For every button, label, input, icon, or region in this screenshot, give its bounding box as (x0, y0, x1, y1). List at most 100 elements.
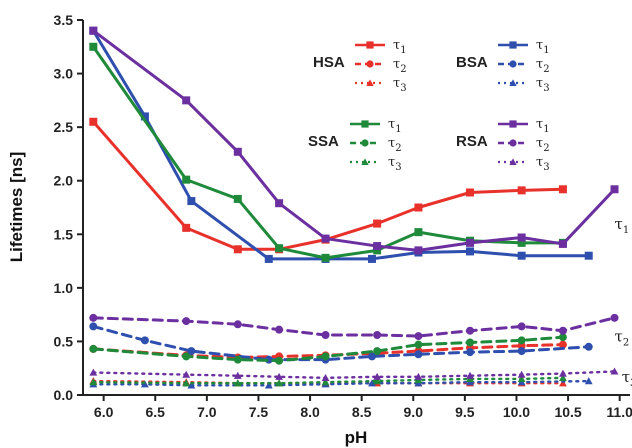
series-line (91, 120, 565, 251)
data-point (414, 246, 423, 255)
data-point (182, 379, 191, 387)
legend-entry-label: τ3 (393, 76, 407, 94)
data-point (414, 332, 423, 341)
series-line (91, 316, 617, 338)
data-point (321, 331, 330, 339)
data-point (89, 313, 98, 322)
data-point (275, 199, 284, 208)
tau3-annotation: τ3 (622, 368, 632, 389)
series-line (91, 335, 565, 363)
data-point (559, 379, 567, 387)
data-point (517, 186, 526, 195)
data-point (414, 340, 423, 349)
x-tick-label: 10.0 (503, 404, 530, 420)
x-tick-label: 11.0 (606, 404, 632, 420)
y-tick-label: 1.0 (54, 280, 74, 296)
tau1-annotation: τ1 (615, 215, 630, 236)
data-point (275, 372, 284, 380)
series-line (91, 324, 591, 362)
data-point (182, 370, 191, 378)
series-rsa-tau1 (89, 26, 619, 255)
legend-entry-label: τ2 (388, 136, 402, 154)
series-bsa-tau3 (89, 377, 593, 389)
data-point (233, 371, 242, 379)
data-point (610, 367, 619, 375)
legend-swatch-marker (509, 41, 517, 49)
data-point (466, 247, 475, 256)
data-point (558, 340, 567, 349)
data-point (264, 254, 273, 263)
tau2-annotation: τ2 (615, 327, 630, 348)
series-ssa-tau3 (89, 373, 567, 387)
legend-swatch-marker (366, 79, 374, 86)
data-point (89, 42, 98, 51)
series-line (92, 370, 616, 380)
legend-entry-label: τ3 (388, 155, 402, 173)
ticks: 6.0 6.5 7.0 7.5 8.0 8.5 9.0 9.5 10.0 10.5 11.0 0.0 0… (54, 12, 632, 420)
series-line (92, 376, 565, 385)
data-point (182, 317, 191, 326)
data-point (466, 326, 475, 335)
data-point (558, 333, 567, 342)
legend-swatch-marker (361, 158, 369, 165)
legend-swatch-marker (509, 79, 517, 86)
data-point (517, 347, 526, 356)
x-tick-label: 7.5 (249, 404, 269, 420)
data-point (414, 228, 423, 237)
data-point (466, 338, 475, 347)
data-point (517, 322, 526, 331)
data-point (373, 246, 382, 255)
x-tick-label: 10.5 (554, 404, 581, 420)
legend-entry-label: τ1 (388, 117, 402, 135)
data-point (584, 342, 593, 351)
legend-swatch-marker (509, 158, 517, 165)
data-point (233, 379, 242, 387)
y-tick-label: 2.0 (54, 173, 74, 189)
data-point (233, 245, 242, 254)
x-tick-label: 8.5 (352, 404, 372, 420)
data-point (233, 320, 242, 329)
data-point (466, 238, 475, 247)
legend-swatch-marker (366, 41, 374, 49)
x-tick-label: 8.0 (300, 404, 320, 420)
data-point (414, 350, 423, 359)
y-tick-label: 0.5 (54, 333, 74, 349)
legend-swatch-marker (509, 139, 517, 147)
legend-swatch-marker (361, 120, 369, 128)
data-point (367, 254, 376, 263)
data-point (187, 381, 196, 389)
data-point (517, 238, 526, 247)
y-axis-label: Lifetimes [ns] (7, 152, 26, 263)
data-point (182, 175, 191, 184)
legend-swatch-marker (366, 60, 374, 68)
data-point (466, 371, 474, 379)
data-point (517, 251, 526, 260)
y-tick-label: 1.5 (54, 226, 74, 242)
series-bsa-tau2 (89, 322, 593, 364)
series-rsa-tau3 (89, 367, 619, 381)
legend-group-label: HSA (313, 54, 345, 71)
data-point (182, 96, 191, 105)
data-point (584, 377, 593, 385)
data-point (373, 377, 382, 385)
data-point (275, 325, 284, 334)
legend-swatch-marker (361, 139, 369, 147)
data-point (275, 244, 284, 253)
annotations: τ1 τ2 τ3 (615, 215, 632, 389)
data-point (517, 233, 526, 242)
x-axis-label: pH (345, 428, 368, 447)
plot-series (89, 26, 619, 389)
data-point (373, 242, 382, 251)
data-point (517, 370, 526, 378)
data-point (321, 378, 330, 386)
data-point (187, 347, 196, 356)
x-tick-label: 7.0 (197, 404, 217, 420)
data-point (558, 239, 567, 248)
data-point (233, 194, 242, 203)
data-point (558, 326, 567, 335)
